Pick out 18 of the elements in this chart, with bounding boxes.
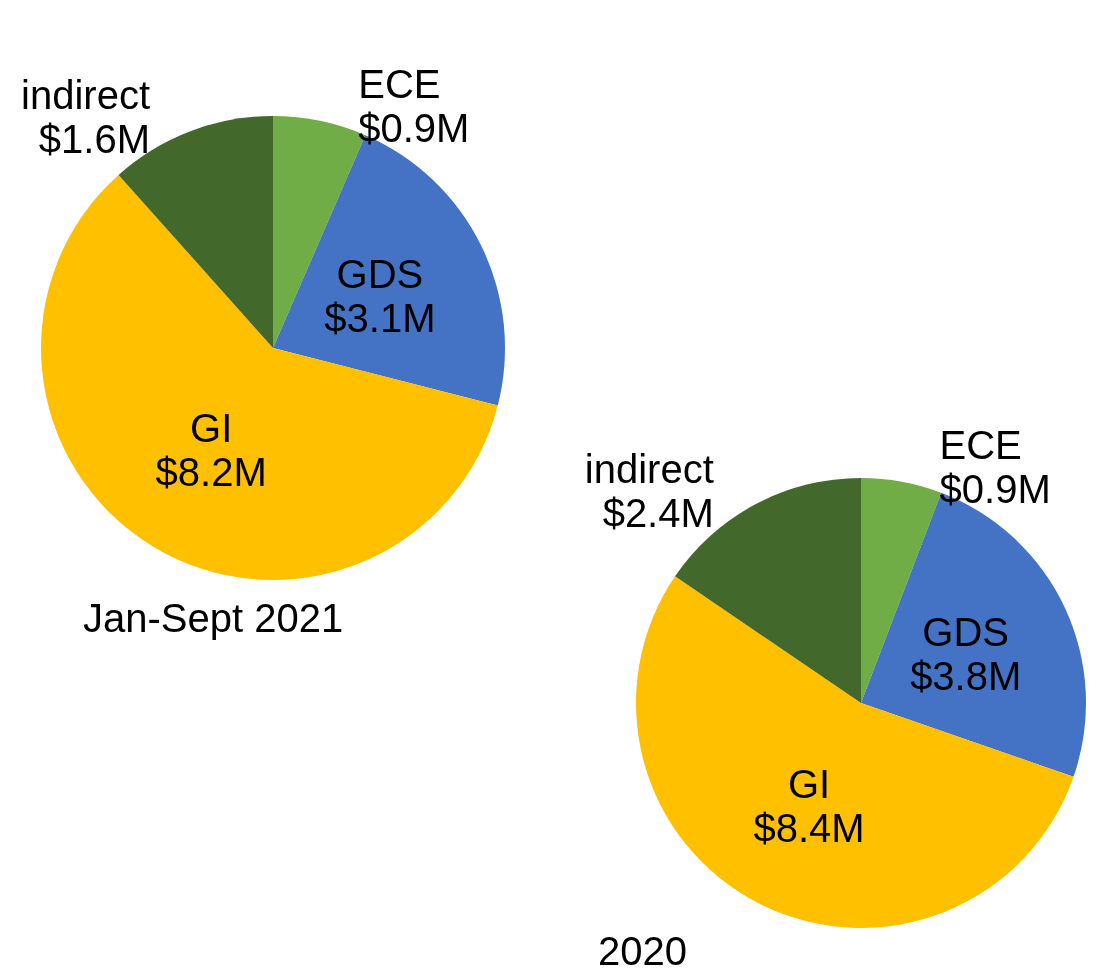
data-label: $8.4M (753, 806, 865, 851)
slice-label: GI (190, 405, 233, 450)
data-label: $0.9M (358, 106, 470, 151)
slice-label: indirect (21, 73, 151, 118)
data-label: $1.6M (38, 117, 151, 162)
slice-label: ECE (358, 62, 441, 107)
data-label: $3.8M (910, 654, 1022, 699)
data-label: $2.4M (602, 490, 714, 535)
data-label: $3.1M (324, 295, 436, 340)
slice-label: indirect (584, 446, 714, 491)
slice-label: GI (787, 762, 831, 807)
text: Jan-Sept 2021 (83, 596, 344, 640)
data-label: $0.9M (939, 466, 1051, 511)
slice-label: ECE (939, 422, 1022, 467)
slice-label: GDS (922, 610, 1010, 655)
text: 2020 (598, 929, 687, 973)
data-label: $8.2M (155, 449, 267, 494)
slice-label: GDS (336, 251, 424, 296)
